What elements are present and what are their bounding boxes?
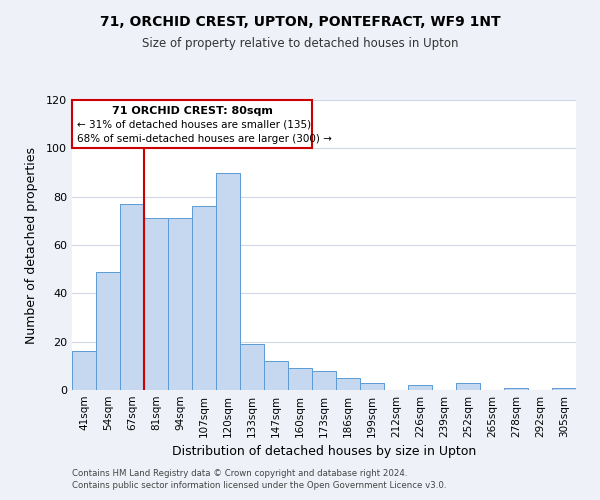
Bar bbox=[72, 100, 312, 148]
Text: Contains HM Land Registry data © Crown copyright and database right 2024.: Contains HM Land Registry data © Crown c… bbox=[72, 468, 407, 477]
Bar bbox=[552, 388, 576, 390]
Bar bbox=[96, 272, 120, 390]
Bar bbox=[264, 361, 288, 390]
Bar bbox=[216, 172, 240, 390]
Bar bbox=[408, 385, 432, 390]
Bar bbox=[336, 378, 360, 390]
X-axis label: Distribution of detached houses by size in Upton: Distribution of detached houses by size … bbox=[172, 446, 476, 458]
Bar bbox=[72, 352, 96, 390]
Text: Contains public sector information licensed under the Open Government Licence v3: Contains public sector information licen… bbox=[72, 481, 446, 490]
Bar bbox=[288, 368, 312, 390]
Bar bbox=[240, 344, 264, 390]
Text: Size of property relative to detached houses in Upton: Size of property relative to detached ho… bbox=[142, 38, 458, 51]
Bar bbox=[192, 206, 216, 390]
Text: 71, ORCHID CREST, UPTON, PONTEFRACT, WF9 1NT: 71, ORCHID CREST, UPTON, PONTEFRACT, WF9… bbox=[100, 15, 500, 29]
Bar bbox=[168, 218, 192, 390]
Y-axis label: Number of detached properties: Number of detached properties bbox=[25, 146, 38, 344]
Text: 71 ORCHID CREST: 80sqm: 71 ORCHID CREST: 80sqm bbox=[112, 106, 272, 116]
Text: ← 31% of detached houses are smaller (135): ← 31% of detached houses are smaller (13… bbox=[77, 120, 311, 130]
Bar bbox=[144, 218, 168, 390]
Bar bbox=[504, 388, 528, 390]
Bar bbox=[120, 204, 144, 390]
Bar bbox=[456, 383, 480, 390]
Bar bbox=[312, 370, 336, 390]
Bar bbox=[360, 383, 384, 390]
Text: 68% of semi-detached houses are larger (300) →: 68% of semi-detached houses are larger (… bbox=[77, 134, 332, 144]
